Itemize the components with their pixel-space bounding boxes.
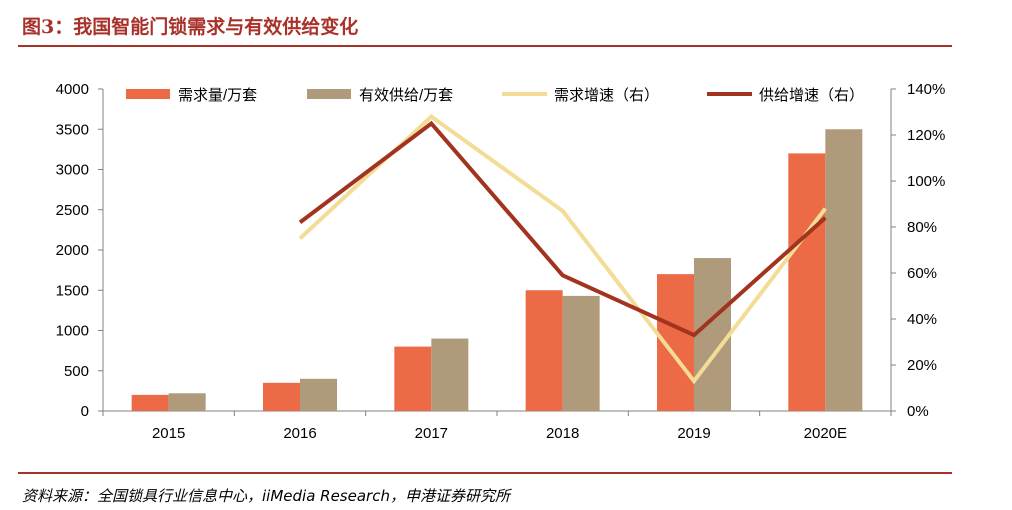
right-axis-tick-label: 120% [907, 127, 945, 144]
supply-bar [694, 258, 731, 411]
legend-supply-growth-label: 供给增速（右） [759, 87, 864, 104]
x-axis-tick-label: 2018 [546, 425, 579, 442]
figure-title: 图3：我国智能门锁需求与有效供给变化 [22, 16, 359, 38]
left-axis-tick-label: 0 [81, 403, 89, 420]
demand-bar [394, 346, 432, 411]
x-axis-tick-label: 2020E [804, 425, 847, 442]
supply-bar [168, 393, 206, 411]
supply-bar [562, 295, 600, 411]
left-axis-tick-label: 2500 [56, 202, 89, 219]
right-axis-tick-label: 40% [907, 311, 937, 328]
demand-bar [131, 394, 169, 411]
right-axis-tick-label: 20% [907, 357, 937, 374]
legend-demand-swatch [126, 89, 170, 99]
right-axis-tick-label: 60% [907, 265, 937, 282]
supply-bar [825, 129, 863, 411]
supply-growth-line [298, 120, 827, 338]
right-axis-tick-label: 140% [907, 81, 945, 98]
x-axis-tick-label: 2019 [677, 425, 710, 442]
demand-bar [525, 290, 563, 411]
left-axis-tick-label: 1500 [56, 282, 89, 299]
left-axis-tick-label: 1000 [56, 323, 89, 340]
right-axis-tick-label: 0% [907, 403, 929, 420]
supply-bar [300, 378, 337, 411]
title-rule [18, 45, 952, 47]
supply-bar [431, 338, 469, 411]
demand-bar [263, 382, 300, 411]
demand-bar [788, 153, 826, 411]
right-axis-tick-label: 80% [907, 219, 937, 236]
x-axis-tick-label: 2015 [152, 425, 185, 442]
legend-supply-swatch [307, 89, 351, 99]
source-rule [18, 472, 952, 474]
right-axis-tick-label: 100% [907, 173, 945, 190]
legend-demand-label: 需求量/万套 [178, 87, 257, 104]
legend-demand-growth-label: 需求增速（右） [554, 87, 659, 104]
left-axis-tick-label: 500 [64, 363, 89, 380]
left-axis-tick-label: 2000 [56, 242, 89, 259]
x-axis-tick-label: 2017 [415, 425, 448, 442]
x-axis-tick-label: 2016 [283, 425, 316, 442]
left-axis-tick-label: 4000 [56, 81, 89, 98]
legend-supply-label: 有效供给/万套 [359, 87, 453, 104]
left-axis-tick-label: 3000 [56, 162, 89, 179]
source-note: 资料来源：全国锁具行业信息中心，iiMedia Research，申港证券研究所 [22, 487, 510, 505]
left-axis-tick-label: 3500 [56, 121, 89, 138]
